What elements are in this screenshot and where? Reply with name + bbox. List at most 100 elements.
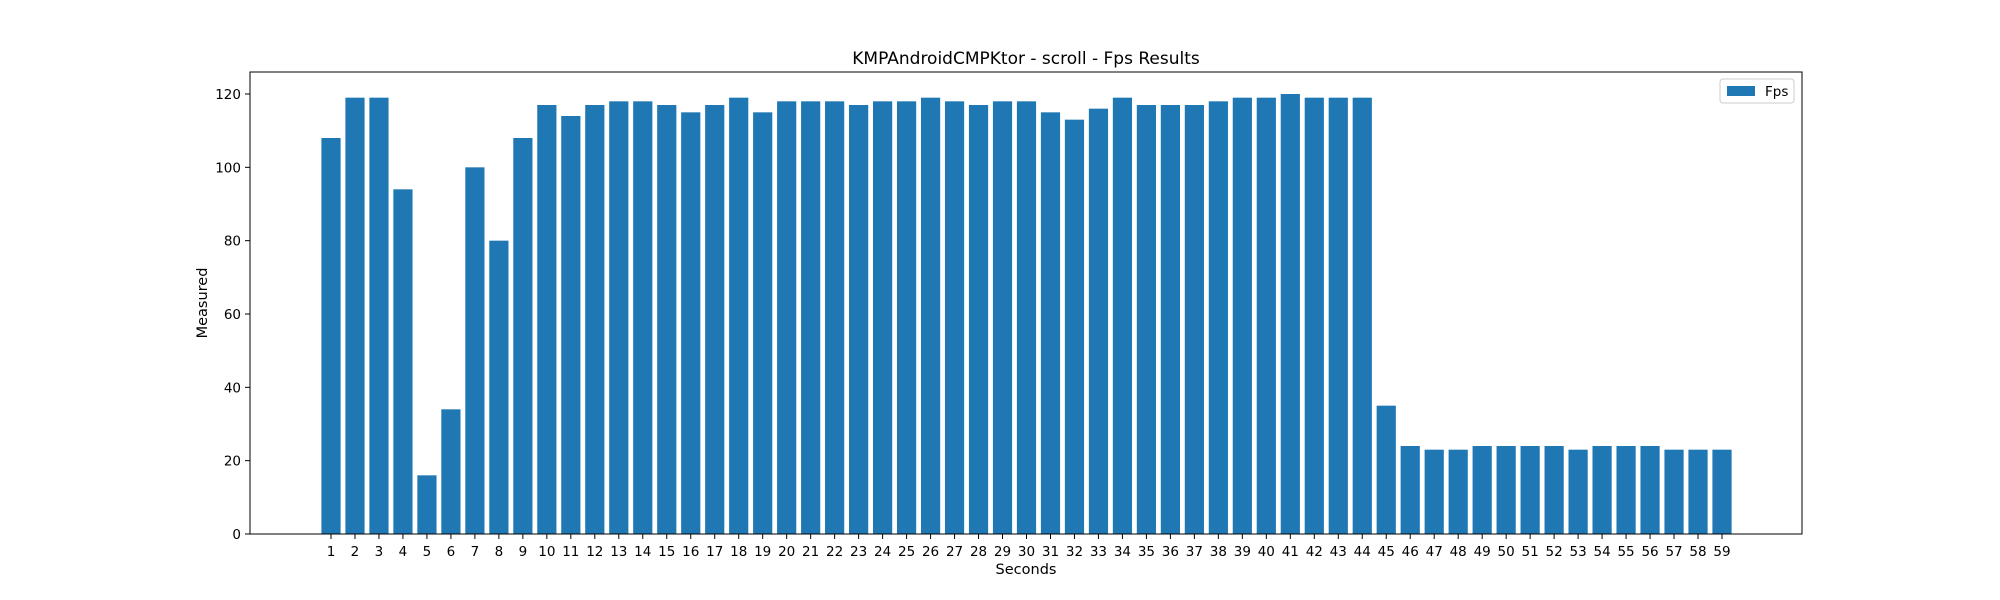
legend: Fps [1719, 78, 1795, 104]
bar-5 [417, 475, 437, 534]
x-tick-label: 41 [1282, 544, 1299, 560]
bar-8 [489, 240, 509, 535]
bar-44 [1352, 97, 1372, 535]
x-tick-label: 30 [1018, 544, 1035, 560]
bar-15 [657, 105, 677, 534]
bar-26 [920, 97, 941, 535]
y-tick-label: 60 [224, 307, 241, 323]
bar-12 [585, 105, 605, 534]
bar-31 [1040, 112, 1061, 534]
bar-41 [1280, 94, 1300, 534]
bar-30 [1016, 101, 1037, 534]
x-tick-label: 16 [682, 544, 699, 560]
x-tick-label: 50 [1498, 544, 1515, 560]
bar-34 [1112, 97, 1133, 535]
legend-label-fps: Fps [1765, 84, 1788, 100]
x-tick-label: 49 [1474, 544, 1491, 560]
x-tick-label: 15 [658, 544, 675, 560]
bar-45 [1376, 405, 1396, 534]
bar-4 [393, 189, 413, 534]
x-tick-label: 19 [754, 544, 771, 560]
x-tick-label: 51 [1522, 544, 1539, 560]
bar-29 [992, 101, 1013, 534]
bar-1 [321, 138, 341, 534]
y-tick-label: 120 [215, 87, 241, 103]
bar-46 [1400, 446, 1420, 534]
x-tick-label: 38 [1210, 544, 1227, 560]
x-tick-label: 12 [586, 544, 603, 560]
bar-18 [729, 97, 749, 535]
x-tick-label: 35 [1138, 544, 1155, 560]
y-axis-label: Measured [195, 268, 211, 339]
x-tick-label: 48 [1450, 544, 1467, 560]
bar-9 [513, 138, 533, 534]
bar-54 [1592, 446, 1612, 534]
x-tick-label: 37 [1186, 544, 1203, 560]
y-axis-ticks: 0 20 40 60 80 100 120 [215, 87, 250, 543]
bar-48 [1448, 449, 1468, 534]
x-tick-label: 57 [1665, 544, 1682, 560]
bar-11 [561, 116, 581, 534]
bar-42 [1304, 97, 1324, 535]
x-tick-label: 7 [471, 544, 480, 560]
bar-32 [1064, 119, 1085, 535]
x-tick-label: 36 [1162, 544, 1179, 560]
bar-43 [1328, 97, 1348, 535]
x-tick-label: 18 [730, 544, 747, 560]
x-tick-label: 54 [1593, 544, 1610, 560]
bar-58 [1688, 449, 1708, 534]
bars-group [321, 94, 1732, 535]
bar-10 [537, 105, 557, 534]
x-tick-label: 39 [1234, 544, 1251, 560]
bar-39 [1232, 97, 1252, 535]
x-tick-label: 24 [874, 544, 891, 560]
x-tick-label: 14 [634, 544, 651, 560]
x-tick-label: 40 [1258, 544, 1275, 560]
x-tick-label: 10 [538, 544, 555, 560]
bar-40 [1256, 97, 1276, 535]
bar-14 [633, 101, 653, 534]
bar-13 [609, 101, 629, 534]
x-tick-label: 43 [1330, 544, 1347, 560]
x-tick-label: 27 [946, 544, 963, 560]
x-tick-label: 47 [1426, 544, 1443, 560]
x-tick-label: 3 [375, 544, 384, 560]
bar-20 [777, 101, 797, 534]
bar-2 [345, 97, 365, 535]
x-tick-label: 22 [826, 544, 843, 560]
x-tick-label: 13 [610, 544, 627, 560]
x-tick-label: 25 [898, 544, 915, 560]
bar-36 [1160, 105, 1180, 534]
bar-57 [1664, 449, 1684, 534]
bar-7 [465, 167, 485, 534]
x-tick-label: 17 [706, 544, 723, 560]
bar-35 [1136, 105, 1157, 534]
x-tick-label: 33 [1090, 544, 1107, 560]
x-tick-label: 34 [1114, 544, 1131, 560]
x-tick-label: 32 [1066, 544, 1083, 560]
y-tick-label: 40 [224, 380, 241, 396]
bar-38 [1208, 101, 1228, 534]
bar-16 [681, 112, 701, 534]
x-axis-label: Seconds [996, 562, 1057, 578]
x-tick-label: 42 [1306, 544, 1323, 560]
x-tick-label: 23 [850, 544, 867, 560]
bar-53 [1568, 449, 1588, 534]
x-tick-label: 29 [994, 544, 1011, 560]
x-tick-label: 28 [970, 544, 987, 560]
x-tick-label: 44 [1354, 544, 1371, 560]
bar-19 [753, 112, 773, 534]
y-tick-label: 0 [232, 527, 241, 543]
bar-25 [896, 101, 917, 534]
bar-28 [968, 105, 989, 534]
x-tick-label: 21 [802, 544, 819, 560]
x-tick-label: 26 [922, 544, 939, 560]
y-tick-label: 80 [224, 234, 241, 250]
bar-59 [1712, 449, 1732, 534]
x-tick-label: 52 [1546, 544, 1563, 560]
bar-56 [1640, 446, 1660, 534]
x-tick-label: 20 [778, 544, 795, 560]
plot-frame [249, 71, 1803, 535]
x-tick-label: 31 [1042, 544, 1059, 560]
